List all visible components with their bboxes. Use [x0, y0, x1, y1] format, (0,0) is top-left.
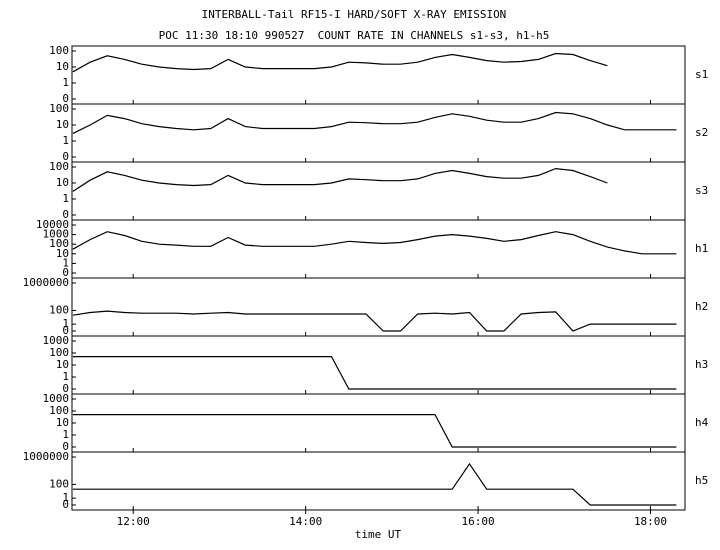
series-line: [72, 111, 677, 134]
series-line: [72, 231, 677, 255]
series-line: [72, 414, 677, 448]
y-tick-label: 1: [62, 134, 69, 147]
y-tick-label: 0: [62, 266, 69, 279]
y-tick-label: 1: [62, 192, 69, 205]
y-tick-label: 10: [56, 118, 69, 131]
panel-frame: [71, 451, 686, 511]
panel-label: h1: [695, 242, 708, 255]
series-line: [72, 356, 677, 390]
y-tick-label: 100: [49, 237, 69, 250]
y-tick-label: 1: [62, 491, 69, 504]
y-tick-label: 100: [49, 160, 69, 173]
panel-label: s3: [695, 184, 708, 197]
y-tick-label: 100: [49, 346, 69, 359]
panel-label: h4: [695, 416, 709, 429]
y-tick-label: 0: [62, 208, 69, 221]
y-tick-label: 0: [62, 92, 69, 105]
y-tick-label: 1000000: [23, 450, 69, 463]
panel-label: h5: [695, 474, 708, 487]
y-tick-label: 1000: [43, 228, 70, 241]
y-tick-label: 10: [56, 60, 69, 73]
y-tick-label: 1: [62, 256, 69, 269]
y-tick-label: 1: [62, 76, 69, 89]
y-tick-label: 1: [62, 428, 69, 441]
x-tick-label: 18:00: [634, 515, 667, 528]
y-tick-label: 1: [62, 370, 69, 383]
series-line: [72, 310, 677, 332]
series-line: [72, 462, 677, 506]
x-tick-label: 12:00: [117, 515, 150, 528]
y-tick-label: 0: [62, 150, 69, 163]
panel-label: h2: [695, 300, 708, 313]
chart-title: INTERBALL-Tail RF15-I HARD/SOFT X-RAY EM…: [202, 8, 507, 21]
y-tick-label: 10: [56, 247, 69, 260]
y-tick-label: 10: [56, 176, 69, 189]
y-tick-label: 10: [56, 358, 69, 371]
y-tick-label: 100: [49, 102, 69, 115]
y-tick-label: 1000: [43, 392, 70, 405]
y-tick-label: 10: [56, 416, 69, 429]
y-tick-label: 100: [49, 404, 69, 417]
panel-label: s2: [695, 126, 708, 139]
series-line: [72, 167, 608, 192]
y-tick-label: 0: [62, 382, 69, 395]
panel-label: s1: [695, 68, 708, 81]
y-tick-label: 0: [62, 440, 69, 453]
y-tick-label: 100: [49, 303, 69, 316]
y-tick-label: 1000: [43, 334, 70, 347]
chart-subtitle: POC 11:30 18:10 990527 COUNT RATE IN CHA…: [159, 29, 550, 42]
x-tick-label: 14:00: [289, 515, 322, 528]
y-tick-label: 0: [62, 498, 69, 511]
series-line: [72, 52, 608, 73]
y-tick-label: 0: [62, 324, 69, 337]
y-tick-label: 10000: [36, 218, 69, 231]
x-tick-label: 16:00: [462, 515, 495, 528]
y-tick-label: 1000000: [23, 276, 69, 289]
y-tick-label: 100: [49, 44, 69, 57]
x-axis-label: time UT: [355, 528, 402, 541]
y-tick-label: 100: [49, 477, 69, 490]
panel-label: h3: [695, 358, 708, 371]
y-tick-label: 1: [62, 317, 69, 330]
